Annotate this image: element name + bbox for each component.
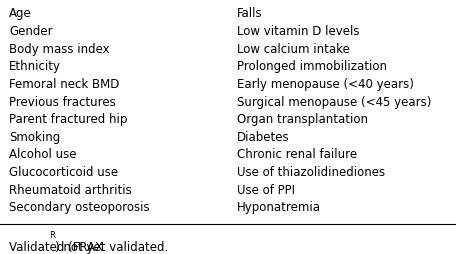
Text: Glucocorticoid use: Glucocorticoid use — [9, 166, 118, 179]
Text: Femoral neck BMD: Femoral neck BMD — [9, 78, 119, 91]
Text: ) not yet validated.: ) not yet validated. — [55, 241, 168, 254]
Text: Previous fractures: Previous fractures — [9, 96, 116, 108]
Text: Ethnicity: Ethnicity — [9, 60, 61, 73]
Text: Early menopause (<40 years): Early menopause (<40 years) — [237, 78, 414, 91]
Text: Low calcium intake: Low calcium intake — [237, 43, 350, 56]
Text: Use of PPI: Use of PPI — [237, 184, 295, 197]
Text: R: R — [49, 231, 55, 240]
Text: Hyponatremia: Hyponatremia — [237, 201, 321, 214]
Text: Organ transplantation: Organ transplantation — [237, 113, 368, 126]
Text: Parent fractured hip: Parent fractured hip — [9, 113, 128, 126]
Text: Secondary osteoporosis: Secondary osteoporosis — [9, 201, 150, 214]
Text: Body mass index: Body mass index — [9, 43, 110, 56]
Text: Gender: Gender — [9, 25, 53, 38]
Text: Falls: Falls — [237, 7, 263, 20]
Text: Validated (FRAX: Validated (FRAX — [9, 241, 103, 254]
Text: Diabetes: Diabetes — [237, 131, 290, 144]
Text: Chronic renal failure: Chronic renal failure — [237, 148, 357, 162]
Text: Use of thiazolidinediones: Use of thiazolidinediones — [237, 166, 385, 179]
Text: Rheumatoid arthritis: Rheumatoid arthritis — [9, 184, 132, 197]
Text: Age: Age — [9, 7, 32, 20]
Text: Prolonged immobilization: Prolonged immobilization — [237, 60, 387, 73]
Text: Smoking: Smoking — [9, 131, 60, 144]
Text: Low vitamin D levels: Low vitamin D levels — [237, 25, 360, 38]
Text: Alcohol use: Alcohol use — [9, 148, 77, 162]
Text: Surgical menopause (<45 years): Surgical menopause (<45 years) — [237, 96, 431, 108]
